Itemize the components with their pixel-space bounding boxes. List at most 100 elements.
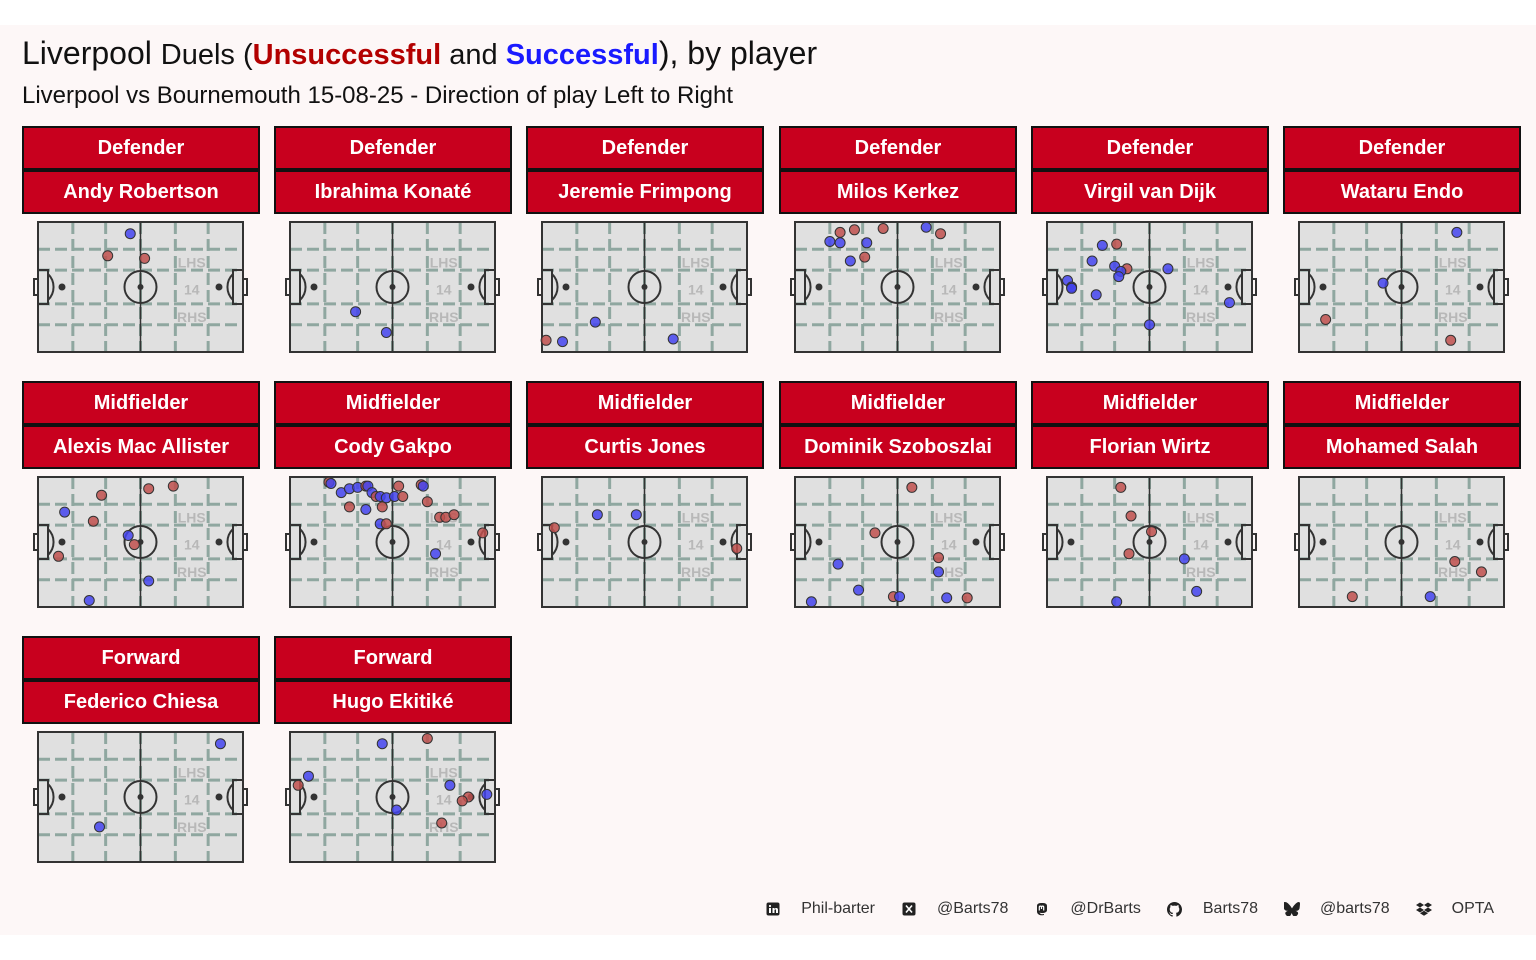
- goal-left: [33, 278, 39, 296]
- rhs-label: RHS: [429, 309, 459, 325]
- chart-canvas: Liverpool Duels (Unsuccessful and Succes…: [0, 25, 1536, 935]
- lhs-label: LHS: [430, 254, 458, 270]
- duel-point-successful: [1086, 255, 1098, 267]
- duel-point-successful: [325, 478, 337, 489]
- goal-left: [33, 788, 39, 806]
- zone-14-label: 14: [184, 792, 200, 808]
- player-name-strip: Alexis Mac Allister: [22, 425, 260, 469]
- zone-14-label: 14: [436, 282, 452, 298]
- footer-handle[interactable]: @barts78: [1320, 900, 1390, 917]
- mastodon-icon[interactable]: [1028, 902, 1056, 916]
- duel-point-successful: [376, 738, 388, 750]
- duel-point-unsuccessful: [421, 733, 433, 744]
- goal-left: [285, 788, 291, 806]
- penalty-spot-right: [719, 538, 727, 546]
- zone-14-label: 14: [688, 282, 704, 298]
- duel-point-unsuccessful: [167, 480, 179, 492]
- duel-point-unsuccessful: [143, 483, 155, 495]
- duel-point-successful: [1191, 585, 1203, 597]
- linkedin-icon[interactable]: [759, 902, 787, 916]
- github-icon[interactable]: [1161, 901, 1189, 917]
- penalty-arc-left: [1056, 273, 1064, 301]
- duel-point-unsuccessful: [1123, 548, 1135, 560]
- goal-left: [1042, 278, 1048, 296]
- duel-point-unsuccessful: [540, 334, 552, 346]
- centre-circle: [375, 525, 410, 559]
- centre-spot: [894, 284, 901, 290]
- centre-circle: [123, 780, 158, 814]
- penalty-spot-left: [562, 538, 570, 546]
- zone-14-label: 14: [436, 792, 452, 808]
- title-team: Liverpool: [22, 35, 152, 71]
- centre-spot: [894, 539, 901, 545]
- duel-point-unsuccessful: [877, 223, 889, 234]
- duel-point-unsuccessful: [393, 480, 405, 492]
- position-strip: Midfielder: [22, 381, 260, 425]
- lhs-label: LHS: [178, 764, 206, 780]
- player-name-strip: Cody Gakpo: [274, 425, 512, 469]
- duel-point-successful: [1144, 319, 1155, 331]
- duel-point-successful: [667, 333, 679, 345]
- rhs-label: RHS: [1186, 309, 1216, 325]
- player-name-strip: Mohamed Salah: [1283, 425, 1521, 469]
- penalty-arc-right: [226, 783, 234, 811]
- footer-handle[interactable]: @DrBarts: [1070, 900, 1141, 917]
- goal-left: [1294, 533, 1300, 551]
- centre-circle: [123, 525, 158, 559]
- penalty-arc-right: [478, 273, 486, 301]
- zone-14-label: 14: [184, 282, 200, 298]
- goal-right: [494, 533, 500, 551]
- goal-right: [1503, 533, 1509, 551]
- position-strip: Midfielder: [526, 381, 764, 425]
- goal-right: [999, 278, 1005, 296]
- duel-point-successful: [1162, 263, 1174, 275]
- footer-handle[interactable]: OPTA: [1451, 900, 1494, 917]
- duel-point-successful: [1066, 282, 1078, 294]
- goal-left: [790, 278, 796, 296]
- penalty-spot-left: [310, 283, 318, 291]
- footer-handle[interactable]: @Barts78: [937, 900, 1009, 917]
- bluesky-icon[interactable]: [1278, 902, 1306, 916]
- duel-point-successful: [805, 596, 817, 608]
- dropbox-icon[interactable]: [1410, 902, 1438, 916]
- duel-point-successful: [444, 779, 456, 791]
- position-strip: Midfielder: [1283, 381, 1521, 425]
- penalty-arc-right: [1235, 528, 1243, 556]
- zone-14-label: 14: [184, 537, 200, 553]
- duel-point-successful: [920, 221, 932, 233]
- duel-point-unsuccessful: [1320, 314, 1332, 325]
- penalty-arc-right: [1487, 273, 1495, 301]
- position-strip: Defender: [1031, 126, 1269, 170]
- lhs-label: LHS: [682, 509, 710, 525]
- player-name-strip: Federico Chiesa: [22, 680, 260, 724]
- footer-handle[interactable]: Phil-barter: [801, 900, 876, 917]
- penalty-spot-right: [972, 283, 980, 291]
- penalty-spot-left: [1319, 538, 1327, 546]
- duel-point-successful: [143, 575, 155, 587]
- penalty-arc-right: [983, 273, 991, 301]
- duel-point-successful: [591, 509, 603, 521]
- duel-point-successful: [853, 584, 865, 596]
- penalty-arc-right: [226, 528, 234, 556]
- penalty-arc-left: [299, 528, 307, 556]
- zone-14-label: 14: [436, 537, 452, 553]
- footer-handle[interactable]: Barts78: [1202, 900, 1259, 917]
- zone-14-label: 14: [941, 282, 957, 298]
- duel-point-unsuccessful: [961, 592, 973, 604]
- penalty-arc-left: [804, 528, 812, 556]
- centre-spot: [641, 284, 648, 290]
- duel-point-successful: [417, 480, 429, 492]
- x-icon[interactable]: [895, 902, 923, 916]
- duel-point-unsuccessful: [1445, 334, 1457, 346]
- duel-point-unsuccessful: [53, 550, 64, 562]
- rhs-label: RHS: [177, 564, 207, 580]
- penalty-spot-right: [972, 538, 980, 546]
- goal-right: [494, 278, 500, 296]
- lhs-label: LHS: [1439, 254, 1467, 270]
- title-and: and: [441, 39, 506, 71]
- duel-point-unsuccessful: [87, 515, 99, 527]
